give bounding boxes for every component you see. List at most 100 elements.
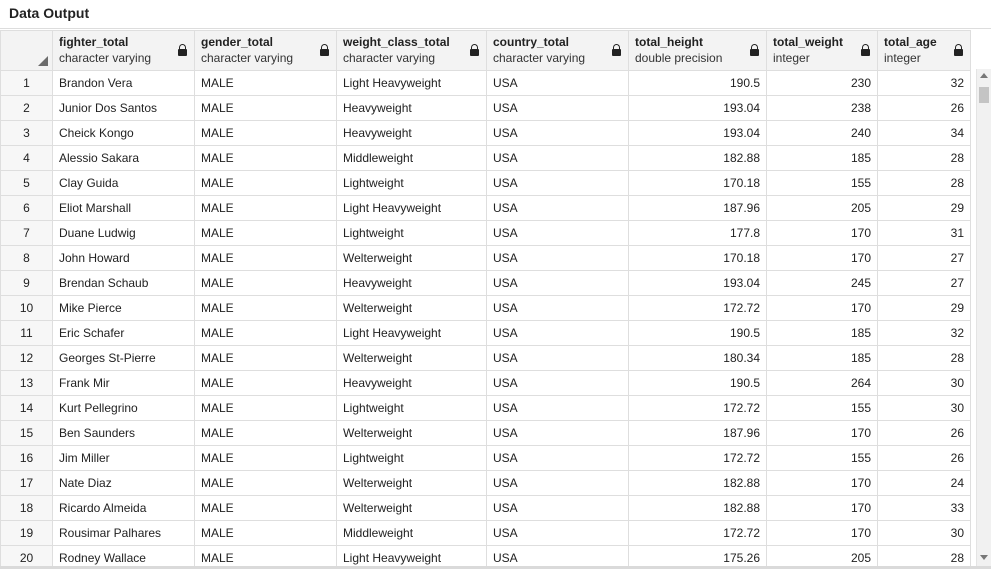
- cell-total-age[interactable]: 27: [877, 245, 971, 271]
- cell-total-height[interactable]: 172.72: [628, 295, 767, 321]
- cell-gender-total[interactable]: MALE: [194, 420, 337, 446]
- cell-total-weight[interactable]: 155: [766, 445, 878, 471]
- cell-weight-class-total[interactable]: Welterweight: [336, 295, 487, 321]
- cell-country-total[interactable]: USA: [486, 520, 629, 546]
- cell-weight-class-total[interactable]: Welterweight: [336, 470, 487, 496]
- cell-total-weight[interactable]: 170: [766, 220, 878, 246]
- cell-fighter-total[interactable]: Frank Mir: [52, 370, 195, 396]
- cell-total-weight[interactable]: 170: [766, 470, 878, 496]
- cell-fighter-total[interactable]: Jim Miller: [52, 445, 195, 471]
- cell-total-age[interactable]: 28: [877, 170, 971, 196]
- table-row[interactable]: 13 Frank Mir MALE Heavyweight USA 190.5 264 30: [0, 370, 971, 396]
- cell-total-age[interactable]: 28: [877, 145, 971, 171]
- cell-total-height[interactable]: 180.34: [628, 345, 767, 371]
- cell-fighter-total[interactable]: Duane Ludwig: [52, 220, 195, 246]
- cell-fighter-total[interactable]: Mike Pierce: [52, 295, 195, 321]
- cell-total-weight[interactable]: 170: [766, 295, 878, 321]
- scroll-up-arrow-icon[interactable]: [980, 73, 988, 78]
- cell-weight-class-total[interactable]: Light Heavyweight: [336, 70, 487, 96]
- table-row[interactable]: 8 John Howard MALE Welterweight USA 170.18 170…: [0, 245, 971, 271]
- cell-country-total[interactable]: USA: [486, 295, 629, 321]
- cell-weight-class-total[interactable]: Light Heavyweight: [336, 320, 487, 346]
- scroll-thumb[interactable]: [979, 87, 989, 103]
- cell-total-age[interactable]: 34: [877, 120, 971, 146]
- row-number[interactable]: 19: [0, 520, 53, 546]
- cell-gender-total[interactable]: MALE: [194, 195, 337, 221]
- scroll-down-arrow-icon[interactable]: [980, 555, 988, 560]
- cell-total-weight[interactable]: 205: [766, 545, 878, 566]
- cell-total-height[interactable]: 170.18: [628, 245, 767, 271]
- table-row[interactable]: 16 Jim Miller MALE Lightweight USA 172.72 155 2…: [0, 445, 971, 471]
- cell-weight-class-total[interactable]: Heavyweight: [336, 370, 487, 396]
- cell-fighter-total[interactable]: Rodney Wallace: [52, 545, 195, 566]
- cell-total-weight[interactable]: 205: [766, 195, 878, 221]
- table-row[interactable]: 2 Junior Dos Santos MALE Heavyweight USA 193.…: [0, 95, 971, 121]
- cell-country-total[interactable]: USA: [486, 70, 629, 96]
- row-number[interactable]: 13: [0, 370, 53, 396]
- cell-total-weight[interactable]: 170: [766, 520, 878, 546]
- cell-total-height[interactable]: 172.72: [628, 520, 767, 546]
- cell-fighter-total[interactable]: Clay Guida: [52, 170, 195, 196]
- row-number[interactable]: 3: [0, 120, 53, 146]
- cell-fighter-total[interactable]: Cheick Kongo: [52, 120, 195, 146]
- cell-weight-class-total[interactable]: Middleweight: [336, 520, 487, 546]
- cell-fighter-total[interactable]: Ricardo Almeida: [52, 495, 195, 521]
- cell-gender-total[interactable]: MALE: [194, 320, 337, 346]
- cell-total-height[interactable]: 177.8: [628, 220, 767, 246]
- cell-total-age[interactable]: 32: [877, 70, 971, 96]
- cell-total-age[interactable]: 31: [877, 220, 971, 246]
- cell-gender-total[interactable]: MALE: [194, 270, 337, 296]
- cell-total-weight[interactable]: 185: [766, 320, 878, 346]
- cell-weight-class-total[interactable]: Heavyweight: [336, 95, 487, 121]
- cell-country-total[interactable]: USA: [486, 270, 629, 296]
- cell-gender-total[interactable]: MALE: [194, 545, 337, 566]
- row-number[interactable]: 10: [0, 295, 53, 321]
- select-all-corner[interactable]: [0, 30, 53, 71]
- cell-fighter-total[interactable]: Eliot Marshall: [52, 195, 195, 221]
- cell-weight-class-total[interactable]: Light Heavyweight: [336, 545, 487, 566]
- cell-country-total[interactable]: USA: [486, 170, 629, 196]
- cell-country-total[interactable]: USA: [486, 495, 629, 521]
- table-row[interactable]: 15 Ben Saunders MALE Welterweight USA 187.96 1…: [0, 420, 971, 446]
- row-number[interactable]: 1: [0, 70, 53, 96]
- table-row[interactable]: 11 Eric Schafer MALE Light Heavyweight USA 19…: [0, 320, 971, 346]
- cell-total-height[interactable]: 193.04: [628, 120, 767, 146]
- cell-gender-total[interactable]: MALE: [194, 220, 337, 246]
- cell-total-age[interactable]: 26: [877, 420, 971, 446]
- table-row[interactable]: 6 Eliot Marshall MALE Light Heavyweight USA 1…: [0, 195, 971, 221]
- table-row[interactable]: 10 Mike Pierce MALE Welterweight USA 172.72 17…: [0, 295, 971, 321]
- cell-total-height[interactable]: 175.26: [628, 545, 767, 566]
- cell-total-age[interactable]: 30: [877, 370, 971, 396]
- cell-country-total[interactable]: USA: [486, 95, 629, 121]
- row-number[interactable]: 17: [0, 470, 53, 496]
- cell-fighter-total[interactable]: Brandon Vera: [52, 70, 195, 96]
- row-number[interactable]: 18: [0, 495, 53, 521]
- cell-total-age[interactable]: 29: [877, 295, 971, 321]
- vertical-scrollbar[interactable]: [976, 69, 991, 566]
- cell-fighter-total[interactable]: Junior Dos Santos: [52, 95, 195, 121]
- cell-fighter-total[interactable]: Alessio Sakara: [52, 145, 195, 171]
- cell-country-total[interactable]: USA: [486, 545, 629, 566]
- cell-total-weight[interactable]: 230: [766, 70, 878, 96]
- cell-total-weight[interactable]: 185: [766, 345, 878, 371]
- cell-total-age[interactable]: 24: [877, 470, 971, 496]
- cell-total-age[interactable]: 26: [877, 95, 971, 121]
- cell-total-height[interactable]: 182.88: [628, 470, 767, 496]
- cell-country-total[interactable]: USA: [486, 470, 629, 496]
- cell-total-height[interactable]: 172.72: [628, 445, 767, 471]
- row-number[interactable]: 8: [0, 245, 53, 271]
- row-number[interactable]: 14: [0, 395, 53, 421]
- column-header-total-height[interactable]: total_height double precision: [628, 30, 767, 71]
- cell-total-age[interactable]: 30: [877, 395, 971, 421]
- cell-gender-total[interactable]: MALE: [194, 445, 337, 471]
- cell-total-height[interactable]: 182.88: [628, 145, 767, 171]
- column-header-gender-total[interactable]: gender_total character varying: [194, 30, 337, 71]
- cell-country-total[interactable]: USA: [486, 445, 629, 471]
- cell-total-height[interactable]: 187.96: [628, 195, 767, 221]
- cell-gender-total[interactable]: MALE: [194, 370, 337, 396]
- row-number[interactable]: 20: [0, 545, 53, 566]
- cell-country-total[interactable]: USA: [486, 395, 629, 421]
- cell-total-weight[interactable]: 170: [766, 245, 878, 271]
- cell-weight-class-total[interactable]: Heavyweight: [336, 120, 487, 146]
- cell-gender-total[interactable]: MALE: [194, 120, 337, 146]
